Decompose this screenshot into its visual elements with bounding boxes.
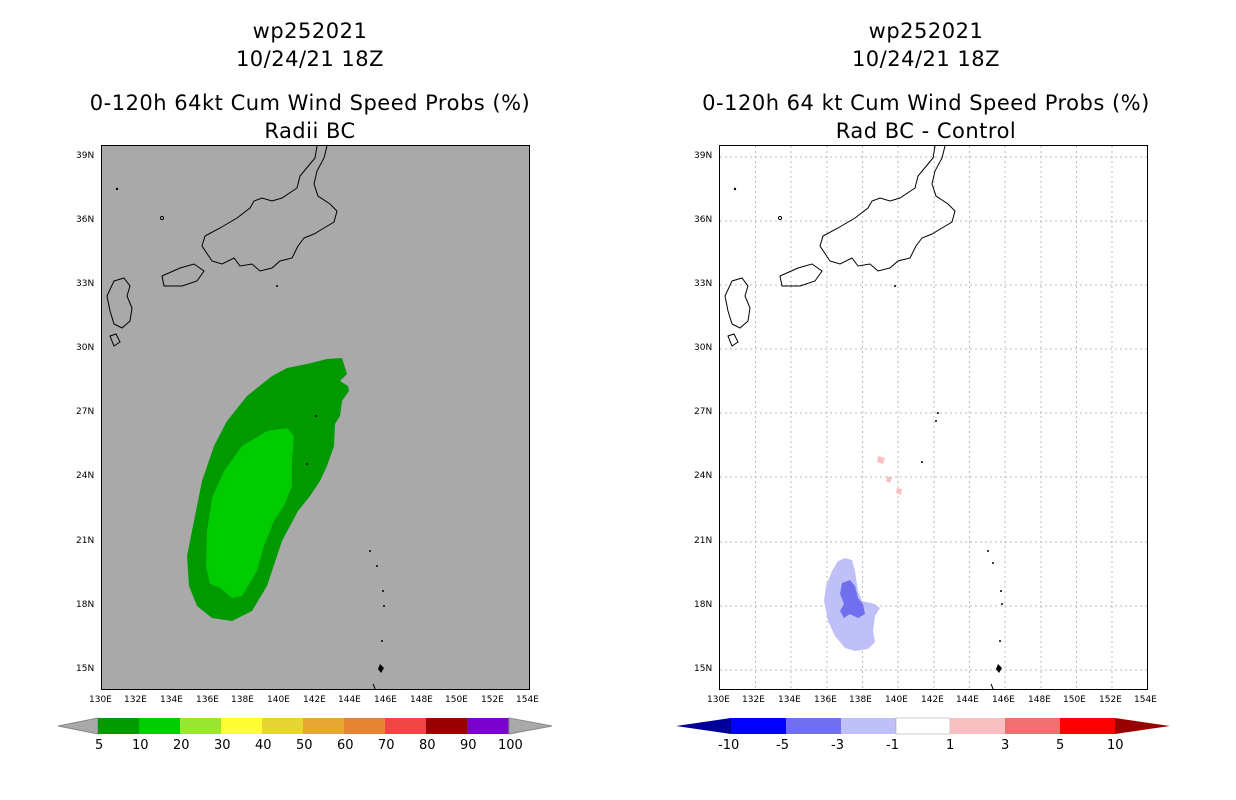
lon-label: 134E xyxy=(778,695,801,705)
right-title-product: 0-120h 64 kt Cum Wind Speed Probs (%) xyxy=(702,91,1150,115)
coastline-kyushu-south xyxy=(109,333,121,347)
grid-lines xyxy=(720,146,1147,689)
lon-label: 130E xyxy=(89,695,112,705)
lon-label: 136E xyxy=(814,695,837,705)
lat-label: 24N xyxy=(694,471,713,481)
lon-label: 154E xyxy=(516,695,539,705)
colorbar-label: 60 xyxy=(337,738,354,753)
colorbar-label: 20 xyxy=(173,738,190,753)
right-map xyxy=(719,145,1148,690)
coastline-shikoku xyxy=(161,263,205,287)
lat-label: 18N xyxy=(76,600,95,610)
lat-label: 30N xyxy=(694,343,713,353)
lat-label: 24N xyxy=(76,471,95,481)
lon-label: 138E xyxy=(849,695,872,705)
right-title-storm: wp252021 xyxy=(868,19,984,43)
lat-label: 39N xyxy=(694,151,713,161)
colorbar-label: -1 xyxy=(886,738,899,753)
lon-label: 138E xyxy=(231,695,254,705)
lat-label: 15N xyxy=(76,664,95,674)
lat-label: 21N xyxy=(694,536,713,546)
coastline-kyushu xyxy=(106,277,133,329)
right-colorbar-canvas xyxy=(676,717,1170,735)
prob-10-inner xyxy=(214,434,290,593)
lat-label: 27N xyxy=(76,407,95,417)
lon-label: 130E xyxy=(707,695,730,705)
colorbar-label: 30 xyxy=(214,738,231,753)
colorbar-label: -10 xyxy=(718,738,740,753)
colorbar-label: -5 xyxy=(776,738,789,753)
left-title-date: 10/24/21 18Z xyxy=(235,47,385,71)
colorbar-label: 10 xyxy=(132,738,149,753)
lon-label: 144E xyxy=(338,695,361,705)
lat-label: 36N xyxy=(694,215,713,225)
right-title-date: 10/24/21 18Z xyxy=(851,47,1001,71)
right-title-subtitle: Rad BC - Control xyxy=(835,119,1017,143)
lat-label: 27N xyxy=(694,407,713,417)
lon-label: 152E xyxy=(481,695,504,705)
left-title-storm: wp252021 xyxy=(252,19,368,43)
left-map xyxy=(101,145,530,690)
left-colorbar-canvas xyxy=(58,717,553,735)
colorbar-label: 90 xyxy=(460,738,477,753)
colorbar-label: 70 xyxy=(378,738,395,753)
colorbar-label: 5 xyxy=(95,738,104,753)
lon-label: 146E xyxy=(992,695,1015,705)
coastline-honshu xyxy=(819,146,956,272)
colorbar-label: 50 xyxy=(296,738,313,753)
colorbar-label: 100 xyxy=(498,738,523,753)
lon-label: 148E xyxy=(1028,695,1051,705)
lat-label: 33N xyxy=(76,279,95,289)
lon-label: 148E xyxy=(410,695,433,705)
colorbar-label: 80 xyxy=(419,738,436,753)
diff-minus3-contour xyxy=(840,580,865,618)
colorbar-label: 5 xyxy=(1056,738,1065,753)
colorbar-label: -3 xyxy=(831,738,844,753)
lon-label: 144E xyxy=(956,695,979,705)
lon-label: 142E xyxy=(921,695,944,705)
left-colorbar xyxy=(58,716,554,738)
coastline-honshu xyxy=(201,146,338,272)
left-title-product: 0-120h 64kt Cum Wind Speed Probs (%) xyxy=(89,91,531,115)
lat-label: 33N xyxy=(694,279,713,289)
lon-label: 152E xyxy=(1099,695,1122,705)
lon-label: 132E xyxy=(742,695,765,705)
colorbar-label: 1 xyxy=(946,738,955,753)
lon-label: 132E xyxy=(124,695,147,705)
left-title-subtitle: Radii BC xyxy=(264,119,356,143)
lon-label: 154E xyxy=(1134,695,1157,705)
left-map-canvas xyxy=(106,146,385,689)
lat-label: 36N xyxy=(76,215,95,225)
lat-label: 21N xyxy=(76,536,95,546)
lat-label: 39N xyxy=(76,151,95,161)
colorbar-label: 40 xyxy=(255,738,272,753)
lat-label: 30N xyxy=(76,343,95,353)
lon-label: 136E xyxy=(196,695,219,705)
right-map-canvas xyxy=(720,146,1147,689)
coastline-kyushu xyxy=(724,277,751,329)
lon-label: 140E xyxy=(267,695,290,705)
lon-label: 140E xyxy=(885,695,908,705)
colorbar-label: 3 xyxy=(1001,738,1010,753)
lon-label: 146E xyxy=(374,695,397,705)
coastline-shikoku xyxy=(779,263,823,287)
coastline-kyushu-south xyxy=(727,333,739,347)
lon-label: 150E xyxy=(445,695,468,705)
lat-label: 15N xyxy=(694,664,713,674)
colorbar-label: 10 xyxy=(1107,738,1124,753)
right-colorbar xyxy=(676,716,1172,738)
lon-label: 134E xyxy=(160,695,183,705)
lon-label: 150E xyxy=(1063,695,1086,705)
lon-label: 142E xyxy=(303,695,326,705)
lat-label: 18N xyxy=(694,600,713,610)
